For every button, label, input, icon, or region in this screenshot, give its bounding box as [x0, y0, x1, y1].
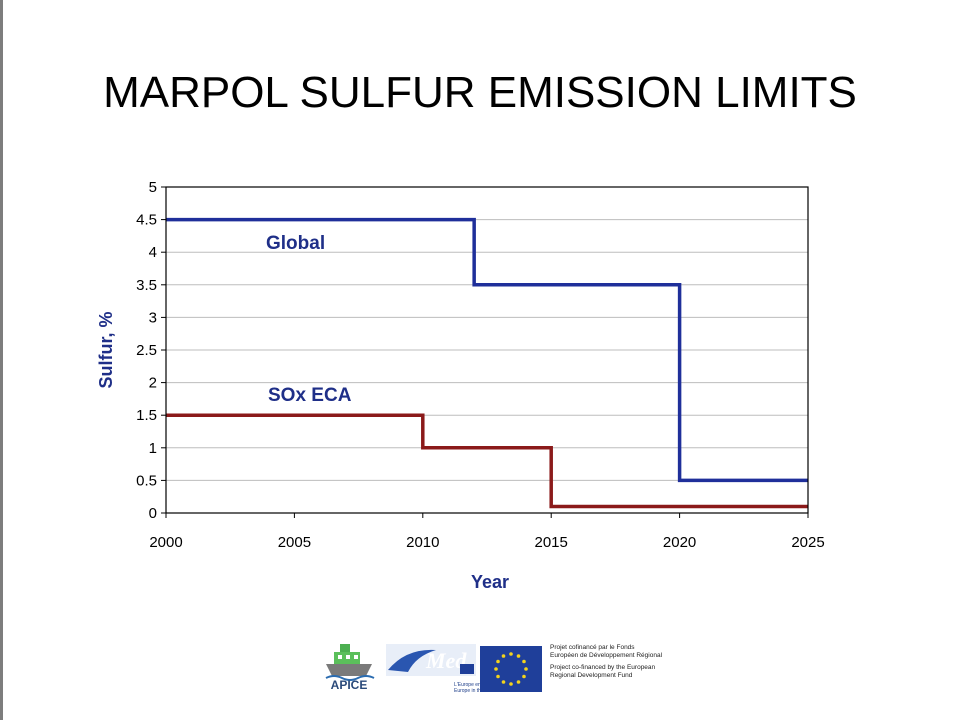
series-line-sox-eca	[166, 413, 808, 509]
eu-star-icon	[509, 682, 513, 686]
y-tick-label: 1	[149, 440, 157, 457]
y-tick-label: 3	[149, 309, 157, 326]
ship-icon	[325, 644, 375, 681]
med-logo-graphic: Med	[386, 644, 476, 676]
apice-logo	[320, 642, 378, 694]
x-tick-label: 2020	[663, 534, 696, 551]
slide-left-border	[0, 0, 3, 720]
slide-title: MARPOL SULFUR EMISSION LIMITS	[103, 68, 857, 117]
x-tick-label: 2010	[406, 534, 439, 551]
apice-label: APICE	[330, 678, 368, 692]
eu-star-icon	[522, 674, 526, 679]
eu-star-icon	[516, 680, 521, 684]
series-line-global	[166, 217, 808, 483]
eu-star-icon	[494, 667, 498, 671]
y-tick-label: 4.5	[136, 212, 157, 229]
eu-funding-text: Projet cofinancé par le Fonds Européen d…	[550, 644, 690, 680]
footer-logos: APICE Med L'Europe en Méditerranée Europ…	[320, 636, 680, 696]
eu-flag	[480, 646, 542, 692]
eu-star-icon	[516, 654, 521, 658]
y-tick-label: 5	[149, 179, 157, 196]
y-axis-title: Sulfur, %	[96, 311, 116, 388]
eu-star-icon	[501, 654, 506, 658]
eu-star-icon	[496, 674, 500, 679]
labels-layer: 0 0.5 1 1.5 2 2.5 3 3.5 4 4.5 5 2000 2005 2010 2015 202…	[96, 179, 825, 592]
x-tick-label: 2000	[149, 534, 182, 551]
eu-star-icon	[522, 659, 526, 664]
eu-star-icon	[496, 659, 500, 664]
y-tick-label: 0.5	[136, 472, 157, 489]
series-label-sox-eca: SOx ECA	[268, 385, 352, 406]
x-tick-label: 2005	[278, 534, 311, 551]
grid-layer	[166, 186, 808, 481]
x-tick-label: 2025	[791, 534, 824, 551]
series-label-global: Global	[266, 233, 325, 254]
x-tick-label: 2015	[535, 534, 568, 551]
eu-flag-icon	[480, 646, 542, 692]
sulfur-limits-chart: 0 0.5 1 1.5 2 2.5 3 3.5 4 4.5 5 2000 2005 2010 2015 202…	[96, 179, 825, 592]
eu-star-icon	[501, 680, 506, 684]
series-layer	[166, 217, 808, 509]
eu-text-en-2: Regional Development Fund	[550, 672, 633, 679]
y-tick-label: 0	[149, 505, 157, 522]
eu-text-fr-2: Européen de Développement Régional	[550, 652, 663, 659]
eu-text-en-1: Project co-financed by the European	[550, 664, 656, 671]
axes-layer	[161, 186, 809, 518]
y-tick-label: 2	[149, 375, 157, 392]
y-tick-label: 3.5	[136, 277, 157, 294]
plot-frame	[165, 186, 809, 514]
y-tick-label: 4	[149, 244, 157, 261]
med-logo: Med L'Europe en Méditerranée Europe in t…	[386, 644, 517, 694]
eu-star-icon	[524, 667, 528, 671]
eu-star-icon	[509, 652, 513, 656]
y-tick-label: 1.5	[136, 407, 157, 424]
y-tick-label: 2.5	[136, 342, 157, 359]
eu-text-fr-1: Projet cofinancé par le Fonds	[550, 644, 635, 651]
x-axis-title: Year	[471, 572, 509, 592]
